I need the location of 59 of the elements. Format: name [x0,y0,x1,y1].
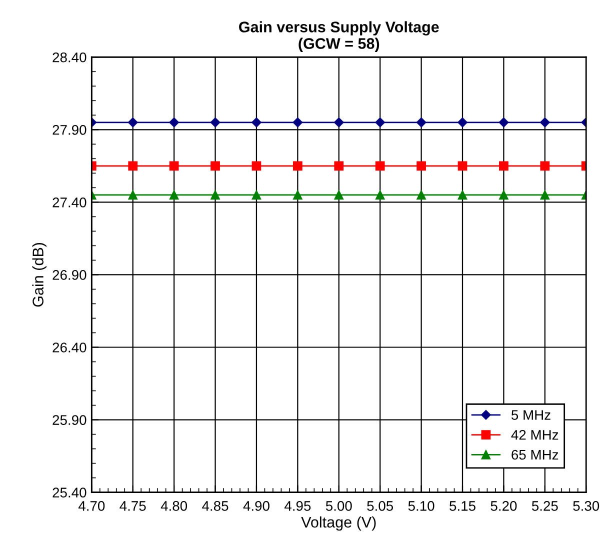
x-tick-label: 5.15 [450,501,476,511]
point [416,190,426,200]
y-tick-label: 26.40 [52,342,86,352]
point [498,117,509,128]
point [499,190,508,200]
point [292,117,303,128]
point [169,190,179,200]
x-tick-label: 4.70 [78,501,105,511]
point [416,161,426,171]
x-tick-label: 5.25 [532,501,558,511]
y-tick-label: 25.40 [52,488,86,498]
point [375,117,386,128]
point [252,117,262,128]
x-tick-label: 5.20 [490,501,517,511]
y-axis-title: Gain (dB) [32,242,46,307]
point [169,161,179,171]
point [128,117,138,128]
point [252,161,262,171]
point [540,161,550,171]
point [375,190,385,200]
y-tick-label: 26.90 [52,270,86,280]
point [540,117,550,128]
point [334,117,344,128]
point [128,161,138,171]
point [499,161,508,171]
point [334,161,344,171]
legend-label: 5 MHz [511,410,550,420]
point [540,190,550,200]
point [210,117,220,128]
y-tick-label: 27.40 [52,198,86,208]
point [169,117,180,128]
y-tick-label: 28.40 [52,52,86,62]
y-tick-label: 27.90 [52,124,86,135]
x-tick-label: 5.10 [408,501,434,511]
legend-label: 65 MHz [512,450,558,460]
chart-title: Gain versus Supply Voltage (GCW = 58) [239,21,439,52]
point [252,190,262,200]
x-tick-label: 5.05 [367,501,394,511]
point [375,161,385,171]
point [210,161,220,171]
point [292,161,302,171]
point [458,161,468,171]
point [128,190,138,200]
x-axis-title: Voltage (V) [301,516,376,531]
x-tick-label: 4.75 [120,501,146,511]
point [334,190,344,200]
point [458,190,468,200]
y-tick-label: 25.90 [52,415,86,425]
x-tick-label: 4.90 [243,501,270,511]
x-tick-label: 5.00 [326,501,352,511]
legend-label: 42 MHz [511,430,558,440]
x-tick-label: 4.95 [284,501,311,511]
point [292,190,302,200]
x-tick-label: 4.80 [160,501,188,511]
point [458,117,468,128]
x-tick-label: 5.30 [573,501,600,511]
point [416,117,426,128]
point [210,190,220,200]
x-tick-label: 4.85 [202,501,228,511]
